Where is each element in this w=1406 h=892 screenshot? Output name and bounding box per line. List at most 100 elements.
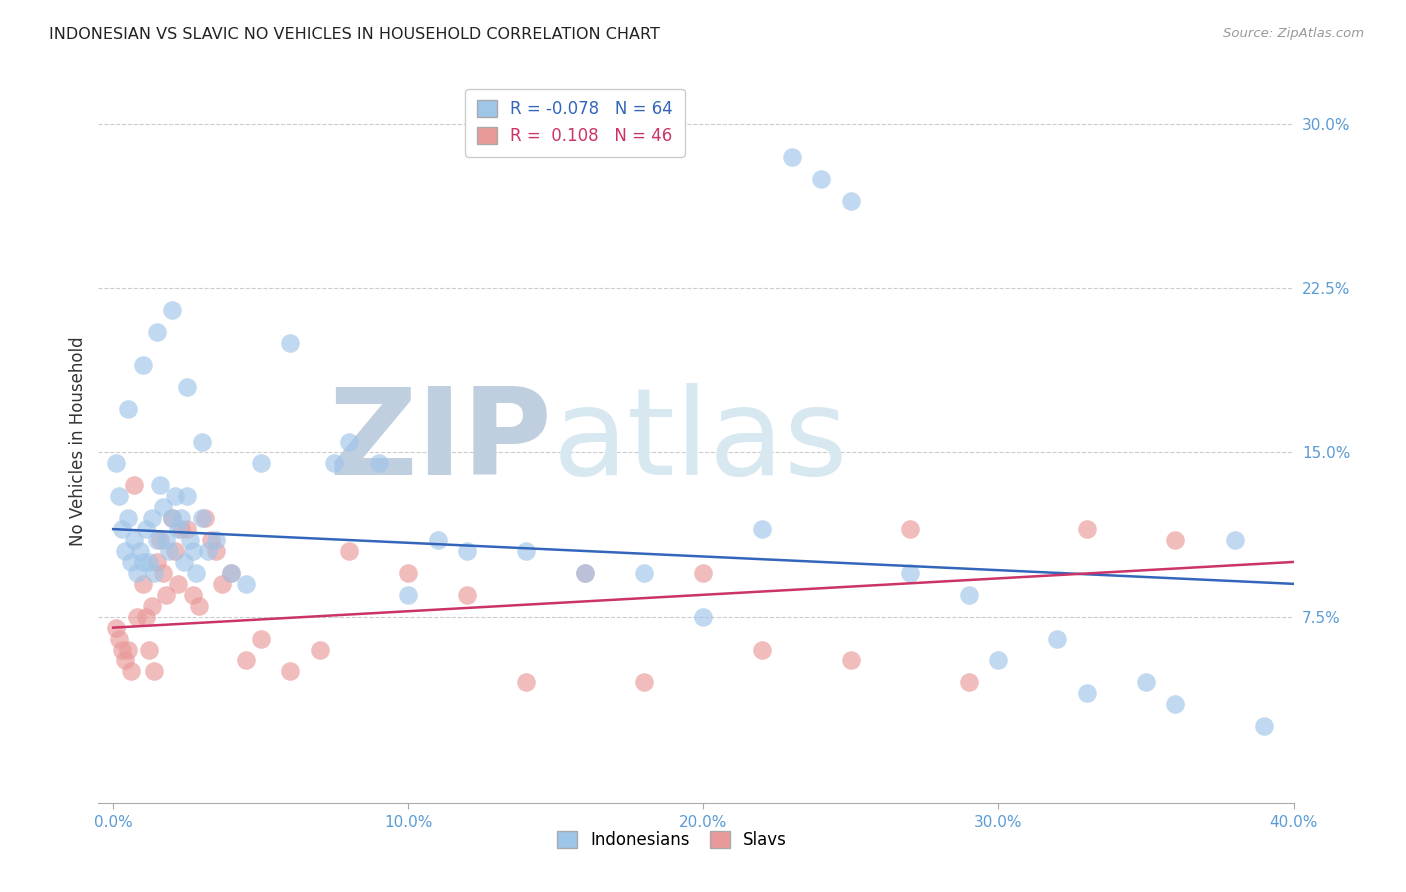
Point [167, 577, 190, 591]
Point [957, 588, 980, 602]
Point [957, 675, 980, 690]
Point [176, 489, 198, 503]
Point [249, 457, 271, 471]
Point [138, 555, 160, 569]
Point [149, 478, 172, 492]
Point [987, 653, 1010, 667]
Point [751, 522, 773, 536]
Point [1135, 675, 1157, 690]
Point [184, 566, 207, 580]
Point [633, 675, 655, 690]
Point [219, 566, 242, 580]
Point [1046, 632, 1069, 646]
Y-axis label: No Vehicles in Household: No Vehicles in Household [69, 336, 87, 547]
Point [278, 665, 301, 679]
Point [235, 653, 257, 667]
Point [574, 566, 596, 580]
Point [278, 336, 301, 351]
Point [165, 544, 187, 558]
Point [396, 566, 419, 580]
Point [200, 533, 222, 547]
Point [181, 588, 204, 602]
Point [308, 642, 330, 657]
Point [1076, 686, 1098, 700]
Point [337, 544, 360, 558]
Point [122, 533, 145, 547]
Point [117, 511, 139, 525]
Point [1223, 533, 1246, 547]
Point [146, 555, 169, 569]
Point [146, 533, 169, 547]
Point [181, 544, 204, 558]
Point [111, 522, 134, 536]
Point [692, 566, 714, 580]
Point [155, 588, 177, 602]
Point [426, 533, 449, 547]
Point [125, 609, 148, 624]
Point [165, 489, 187, 503]
Point [173, 555, 195, 569]
Point [1164, 698, 1187, 712]
Point [135, 609, 157, 624]
Point [135, 522, 157, 536]
Point [367, 457, 389, 471]
Text: atlas: atlas [553, 383, 848, 500]
Point [125, 566, 148, 580]
Point [149, 533, 172, 547]
Point [751, 642, 773, 657]
Point [179, 533, 201, 547]
Point [515, 675, 537, 690]
Point [633, 566, 655, 580]
Point [780, 150, 803, 164]
Point [105, 621, 128, 635]
Point [187, 599, 209, 613]
Point [692, 609, 714, 624]
Point [117, 642, 139, 657]
Point [141, 599, 163, 613]
Point [396, 588, 419, 602]
Point [190, 511, 212, 525]
Point [170, 522, 193, 536]
Point [111, 642, 134, 657]
Point [120, 555, 142, 569]
Point [143, 665, 166, 679]
Point [120, 665, 142, 679]
Point [249, 632, 271, 646]
Point [146, 325, 169, 339]
Point [337, 434, 360, 449]
Point [1253, 719, 1275, 733]
Point [574, 566, 596, 580]
Point [122, 478, 145, 492]
Point [131, 555, 153, 569]
Text: INDONESIAN VS SLAVIC NO VEHICLES IN HOUSEHOLD CORRELATION CHART: INDONESIAN VS SLAVIC NO VEHICLES IN HOUS… [49, 27, 659, 42]
Point [456, 544, 478, 558]
Point [456, 588, 478, 602]
Point [235, 577, 257, 591]
Point [219, 566, 242, 580]
Point [211, 577, 233, 591]
Point [194, 511, 217, 525]
Point [323, 457, 346, 471]
Point [108, 632, 131, 646]
Point [176, 522, 198, 536]
Point [1164, 533, 1187, 547]
Point [138, 642, 160, 657]
Point [170, 511, 193, 525]
Point [152, 566, 174, 580]
Point [114, 653, 136, 667]
Point [197, 544, 219, 558]
Point [155, 533, 177, 547]
Point [190, 434, 212, 449]
Point [205, 544, 228, 558]
Point [898, 522, 921, 536]
Point [117, 401, 139, 416]
Legend: Indonesians, Slavs: Indonesians, Slavs [550, 824, 794, 856]
Point [1076, 522, 1098, 536]
Point [131, 577, 153, 591]
Point [839, 194, 862, 208]
Point [810, 171, 832, 186]
Point [143, 566, 166, 580]
Point [108, 489, 131, 503]
Point [176, 380, 198, 394]
Point [898, 566, 921, 580]
